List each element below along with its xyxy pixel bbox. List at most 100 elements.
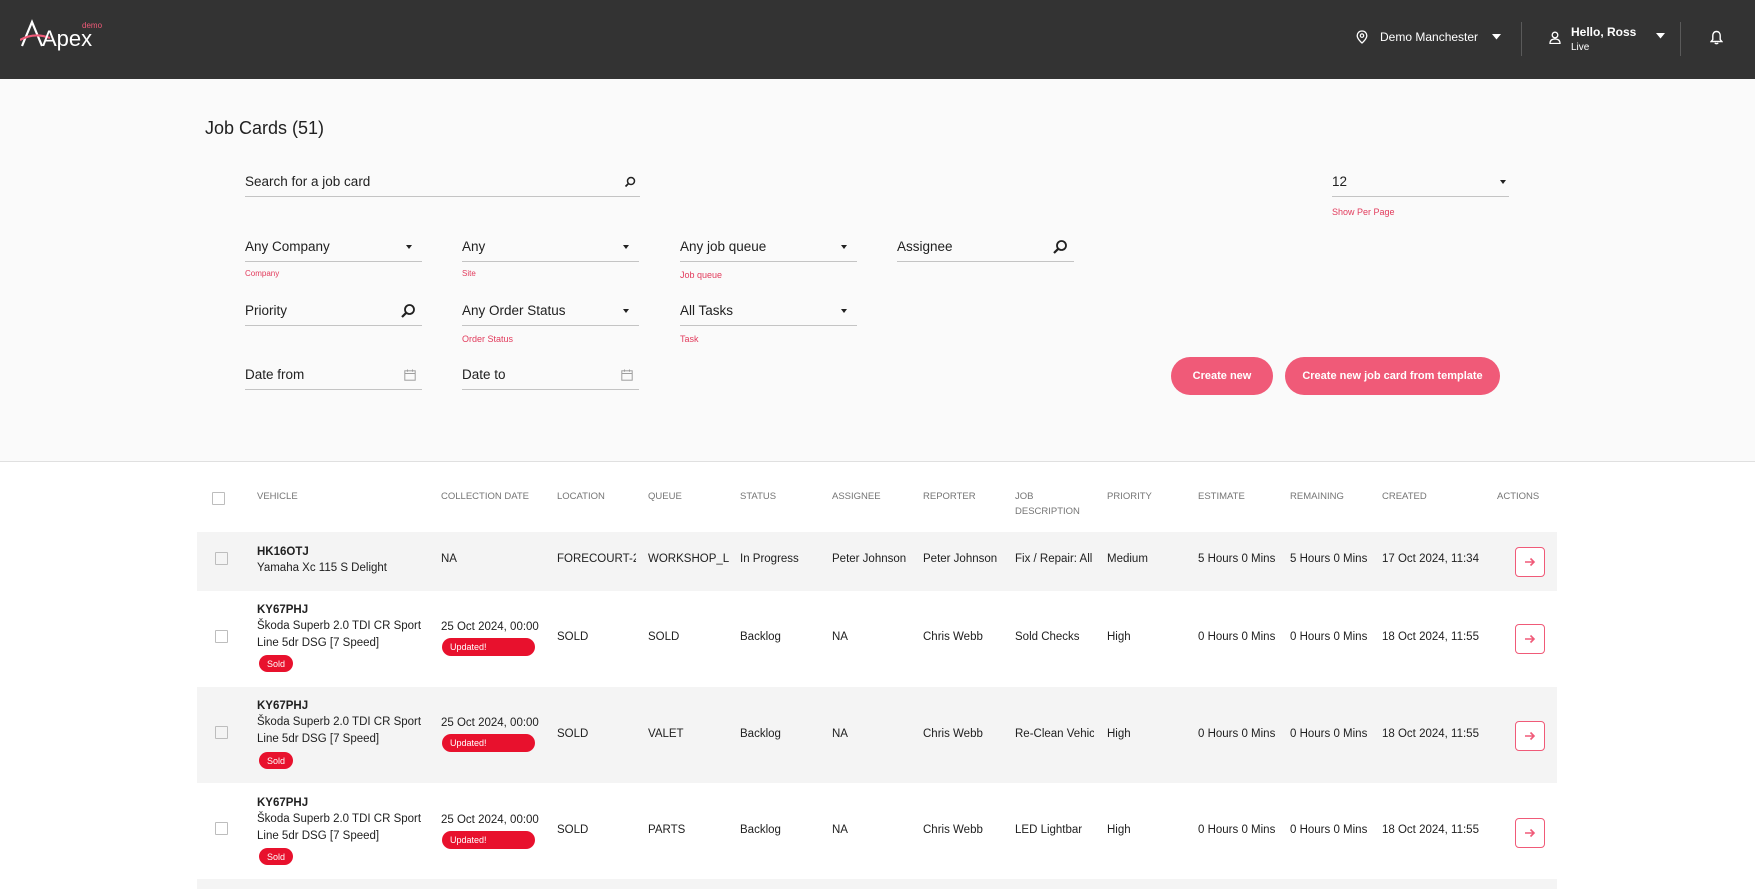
table-row[interactable]: [197, 687, 1557, 783]
location-name: Demo Manchester: [1380, 30, 1479, 44]
header-actions: ACTIONS: [1497, 491, 1540, 502]
row-checkbox[interactable]: [215, 552, 228, 565]
status: Backlog: [740, 728, 781, 740]
logo-text: Apex: [42, 26, 92, 51]
header-vehicle[interactable]: VEHICLE: [257, 491, 298, 502]
calendar-icon[interactable]: [404, 369, 416, 381]
open-job-card-button[interactable]: [1515, 818, 1545, 848]
person-icon: [1549, 31, 1561, 44]
header-job-description-line1: JOB: [1015, 491, 1034, 502]
vehicle-reg: KY67PHJ: [257, 700, 309, 712]
collection-date: NA: [441, 553, 457, 565]
header-priority[interactable]: PRIORITY: [1107, 491, 1152, 502]
chevron-down-icon: [1656, 33, 1666, 39]
vehicle-reg: HK16OTJ: [257, 546, 309, 558]
chevron-down-icon: [841, 308, 847, 313]
header-status[interactable]: STATUS: [740, 491, 777, 502]
date-to-placeholder: Date to: [462, 367, 506, 382]
status: Backlog: [740, 824, 781, 836]
created: 18 Oct 2024, 11:55: [1382, 824, 1479, 836]
create-new-button[interactable]: Create new: [1171, 357, 1273, 395]
location-selector[interactable]: Demo Manchester: [1356, 30, 1502, 44]
header-job-description[interactable]: JOB DESCRIPTION: [1015, 489, 1080, 519]
search-icon[interactable]: [1052, 239, 1068, 255]
priority-search-input[interactable]: Priority: [245, 296, 422, 326]
chevron-down-icon: [623, 244, 629, 249]
reporter: Chris Webb: [923, 824, 983, 836]
header-collection-date[interactable]: COLLECTION DATE: [441, 491, 529, 502]
user-environment: Live: [1571, 42, 1590, 53]
apex-logo[interactable]: Apex: [20, 18, 100, 52]
header-location[interactable]: LOCATION: [557, 491, 605, 502]
priority-placeholder: Priority: [245, 303, 288, 318]
date-from-placeholder: Date from: [245, 367, 305, 382]
header-job-description-line2: DESCRIPTION: [1015, 506, 1080, 517]
create-from-template-button[interactable]: Create new job card from template: [1285, 357, 1500, 395]
table-row[interactable]: [197, 532, 1557, 591]
user-greeting: Hello, Ross: [1571, 25, 1637, 39]
header-reporter[interactable]: REPORTER: [923, 491, 976, 502]
calendar-icon[interactable]: [621, 369, 633, 381]
site-value: Any: [462, 239, 486, 254]
search-icon[interactable]: [400, 303, 416, 319]
chevron-down-icon: [1500, 179, 1506, 184]
vehicle-description-line1: Škoda Superb 2.0 TDI CR Sport: [257, 716, 422, 728]
date-from-input[interactable]: Date from: [245, 360, 422, 390]
vehicle-description: Škoda Superb 2.0 TDI CR Sport Line 5dr D…: [257, 811, 432, 845]
header-estimate[interactable]: ESTIMATE: [1198, 491, 1245, 502]
page-title: Job Cards (51): [205, 118, 325, 138]
row-checkbox[interactable]: [215, 822, 228, 835]
select-all-checkbox[interactable]: [212, 492, 225, 505]
chevron-down-icon: [623, 308, 629, 313]
search-placeholder: Search for a job card: [245, 174, 371, 189]
chevron-down-icon: [841, 244, 847, 249]
header-remaining[interactable]: REMAINING: [1290, 491, 1344, 502]
row-checkbox[interactable]: [215, 630, 228, 643]
remaining: 0 Hours 0 Mins: [1290, 728, 1368, 740]
row-checkbox[interactable]: [215, 726, 228, 739]
site-select[interactable]: Any: [462, 232, 639, 262]
priority: High: [1107, 728, 1131, 740]
search-input[interactable]: Search for a job card: [245, 167, 640, 197]
assignee-placeholder: Assignee: [897, 239, 953, 254]
open-job-card-button[interactable]: [1515, 624, 1545, 654]
assignee-search-input[interactable]: Assignee: [897, 232, 1074, 262]
vehicle-reg: KY67PHJ: [257, 797, 309, 809]
location: SOLD: [557, 728, 589, 740]
sold-badge: Sold: [259, 848, 294, 865]
vehicle-description-line2: Line 5dr DSG [7 Speed]: [257, 733, 380, 745]
updated-badge: Updated!: [442, 638, 535, 656]
job-queue-value: Any job queue: [680, 239, 767, 254]
header-assignee[interactable]: ASSIGNEE: [832, 491, 881, 502]
job-queue-select[interactable]: Any job queue: [680, 232, 857, 262]
reporter: Peter Johnson: [923, 553, 998, 565]
location: SOLD: [557, 824, 589, 836]
job-description: LED Lightbar: [1015, 824, 1083, 836]
task-select[interactable]: All Tasks: [680, 296, 857, 326]
estimate: 0 Hours 0 Mins: [1198, 824, 1276, 836]
assignee: NA: [832, 824, 848, 836]
vehicle-description-line2: Line 5dr DSG [7 Speed]: [257, 830, 380, 842]
created: 17 Oct 2024, 11:34: [1382, 553, 1479, 565]
reporter: Chris Webb: [923, 728, 983, 740]
task-value: All Tasks: [680, 303, 734, 318]
table-row[interactable]: [197, 879, 1557, 889]
search-icon[interactable]: [624, 176, 636, 188]
vehicle-description-line1: Škoda Superb 2.0 TDI CR Sport: [257, 620, 422, 632]
priority: Medium: [1107, 553, 1148, 565]
user-menu[interactable]: Hello, Ross Live: [1549, 25, 1666, 53]
date-to-input[interactable]: Date to: [462, 360, 639, 390]
per-page-label: Show Per Page: [1332, 207, 1395, 217]
order-status-select[interactable]: Any Order Status: [462, 296, 639, 326]
company-select[interactable]: Any Company: [245, 232, 422, 262]
header-queue[interactable]: QUEUE: [648, 491, 682, 502]
open-job-card-button[interactable]: [1515, 547, 1545, 577]
open-job-card-button[interactable]: [1515, 721, 1545, 751]
header-created[interactable]: CREATED: [1382, 491, 1427, 502]
vehicle-description: Škoda Superb 2.0 TDI CR Sport Line 5dr D…: [257, 618, 432, 652]
per-page-select[interactable]: 12: [1332, 167, 1509, 197]
arrow-right-icon: [1525, 557, 1536, 567]
arrow-right-icon: [1525, 828, 1536, 838]
queue: WORKSHOP_LINE: [648, 553, 729, 565]
bell-icon[interactable]: [1710, 30, 1723, 45]
